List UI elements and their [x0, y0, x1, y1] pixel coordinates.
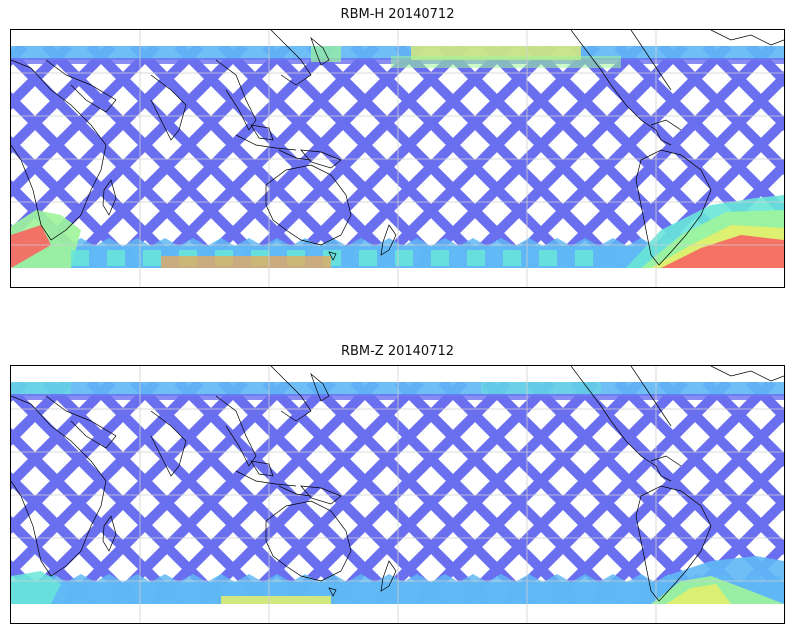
map-panel-rbm-h: [10, 29, 785, 288]
coverage-tracks: [11, 46, 784, 268]
satellite-track-map-rbm-h: [11, 30, 784, 287]
map-panel-rbm-z: [10, 365, 785, 624]
coverage-tracks: [11, 382, 784, 604]
graticule: [11, 366, 784, 623]
satellite-track-map-rbm-z: [11, 366, 784, 623]
graticule: [11, 30, 784, 287]
coastlines: [11, 366, 784, 602]
panel-title-rbm-h: RBM-H 20140712: [340, 7, 455, 22]
panel-title-rbm-z: RBM-Z 20140712: [340, 344, 455, 359]
coastlines: [11, 30, 784, 266]
